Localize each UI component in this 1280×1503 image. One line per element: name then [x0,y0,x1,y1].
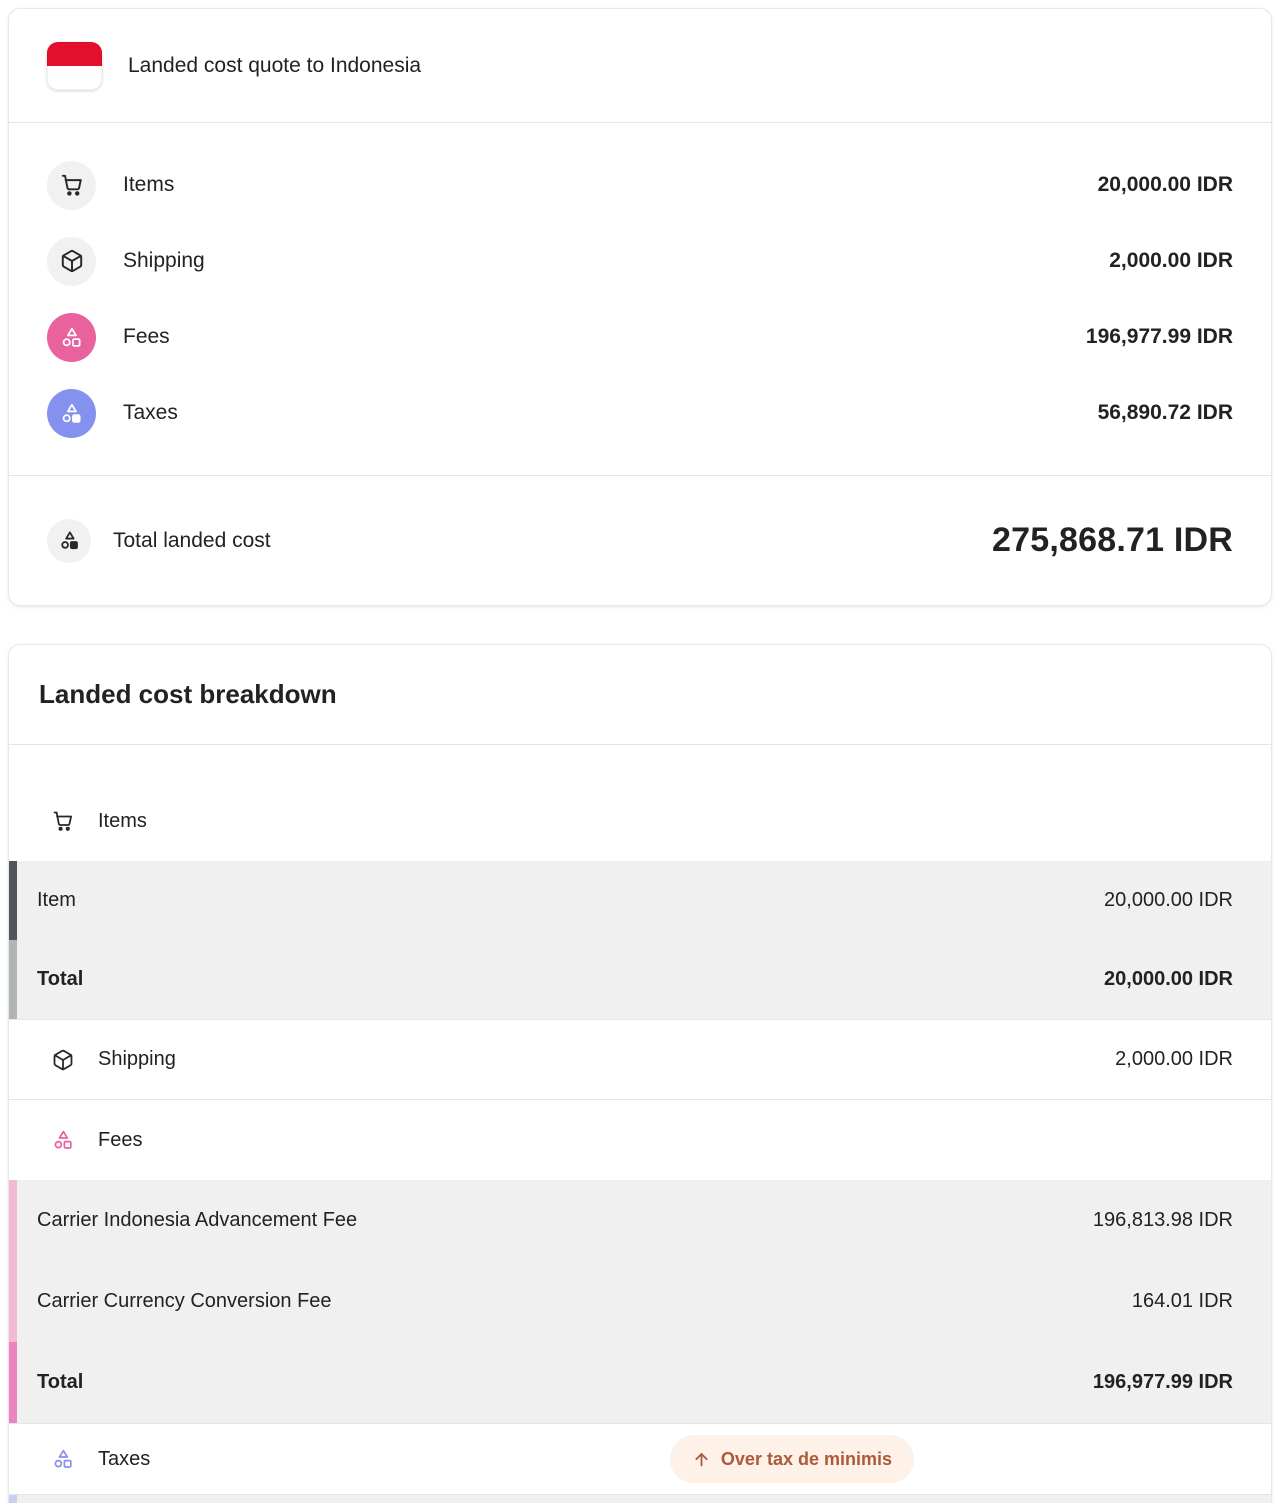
over-tax-de-minimis-badge: Over tax de minimis [669,1435,914,1483]
quote-row-label: Taxes [123,401,178,424]
quote-row-shipping: Shipping 2,000.00 IDR [9,223,1271,299]
total-landed-cost-row: Total landed cost 275,868.71 IDR [9,476,1271,605]
package-icon [51,1048,75,1072]
quote-row-value: 20,000.00 IDR [1097,173,1233,196]
quote-card-header: Landed cost quote to Indonesia [9,9,1271,122]
breakdown-row-fees-total: Total 196,977.99 IDR [9,1342,1271,1423]
breakdown-section-shipping: Shipping 2,000.00 IDR [9,1020,1271,1099]
indonesia-flag-icon [47,41,102,90]
quote-row-label: Fees [123,325,170,348]
spacer [9,745,1271,769]
breakdown-row-fee: Carrier Indonesia Advancement Fee 196,81… [9,1180,1271,1261]
row-value: 196,813.98 IDR [1092,1209,1233,1231]
row-label: Total [37,1371,84,1393]
shapes-icon [47,388,96,438]
total-landed-cost-label: Total landed cost [113,528,271,552]
package-icon [47,236,96,286]
row-label: Carrier Currency Conversion Fee [37,1290,332,1312]
section-label: Taxes [98,1447,151,1470]
breakdown-section-fees: Fees [9,1100,1271,1180]
quote-row-fees: Fees 196,977.99 IDR [9,299,1271,375]
breakdown-row-fee: Carrier Currency Conversion Fee 164.01 I… [9,1261,1271,1342]
breakdown-row-tax-partial [9,1495,1271,1503]
landed-cost-quote-card: Landed cost quote to Indonesia Items 20,… [8,8,1272,606]
row-value: 196,977.99 IDR [1092,1371,1233,1393]
spacer [914,1459,1233,1460]
quote-row-value: 196,977.99 IDR [1085,325,1233,348]
total-landed-cost-value: 275,868.71 IDR [992,521,1233,559]
quote-row-value: 2,000.00 IDR [1109,249,1233,272]
divider [9,1494,1271,1495]
shapes-icon [51,1128,75,1152]
arrow-up-icon [695,1452,708,1466]
quote-card-title: Landed cost quote to Indonesia [128,53,422,77]
quote-row-value: 56,890.72 IDR [1097,401,1233,424]
divider [9,1099,1271,1100]
cart-icon [51,809,75,833]
breakdown-title: Landed cost breakdown [39,679,337,709]
row-value: 20,000.00 IDR [1104,889,1233,911]
section-label: Shipping [98,1048,176,1070]
breakdown-row-item: Item 20,000.00 IDR [9,861,1271,940]
section-value: 2,000.00 IDR [1115,1048,1233,1070]
breakdown-row-items-total: Total 20,000.00 IDR [9,940,1271,1019]
section-label: Fees [98,1128,143,1151]
quote-row-items: Items 20,000.00 IDR [9,147,1271,223]
breakdown-header: Landed cost breakdown [9,645,1271,744]
quote-row-label: Shipping [123,249,205,272]
landed-cost-breakdown-card: Landed cost breakdown Items Item 20,000.… [8,644,1272,1503]
divider [9,1423,1271,1424]
quote-rows: Items 20,000.00 IDR Shipping 2,000.00 ID… [9,123,1271,475]
badge-label: Over tax de minimis [720,1448,892,1469]
breakdown-section-taxes: Taxes Over tax de minimis [9,1424,1271,1494]
breakdown-section-items: Items [9,769,1271,861]
quote-row-label: Items [123,173,175,196]
row-label: Carrier Indonesia Advancement Fee [37,1209,358,1231]
row-value: 164.01 IDR [1131,1290,1233,1312]
quote-row-taxes: Taxes 56,890.72 IDR [9,375,1271,451]
divider [9,1019,1271,1020]
divider [9,475,1271,476]
row-value: 20,000.00 IDR [1104,968,1233,990]
divider [9,122,1271,123]
divider [9,744,1271,745]
shapes-icon [47,518,91,563]
shapes-icon [51,1447,75,1471]
shapes-icon [47,312,96,362]
row-label: Total [37,968,84,990]
cart-icon [47,160,96,210]
section-label: Items [98,809,147,832]
row-label: Item [37,889,76,911]
